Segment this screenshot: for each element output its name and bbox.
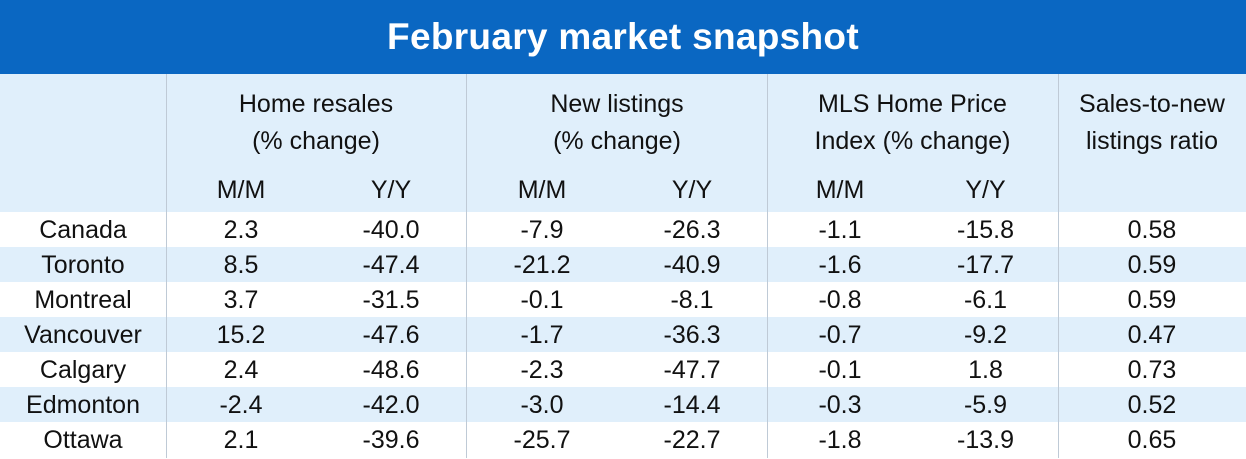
value-home-resales-mm: -2.4 (219, 391, 263, 419)
value-mls-hpi-yy: -9.2 (963, 321, 1008, 349)
group-title-line2: (% change) (553, 127, 681, 155)
value-sales-to-new-listings-ratio: 0.52 (1127, 391, 1177, 419)
value-mls-hpi-yy: -5.9 (963, 391, 1008, 419)
city-name: Calgary (39, 356, 127, 384)
value-home-resales-yy: -39.6 (362, 426, 420, 454)
group-title-sales-to-new-listings: Sales-to-new listings ratio (1058, 86, 1246, 160)
group-title-line2: Index (% change) (814, 127, 1011, 155)
table-row: Ottawa 2.1 -39.6 -25.7 -22.7 -1.8 -13.9 0.65 (0, 422, 1246, 457)
value-mls-hpi-mm: -0.7 (818, 321, 862, 349)
value-new-listings-yy: -40.9 (663, 251, 721, 279)
value-mls-hpi-mm: -1.6 (818, 251, 862, 279)
value-new-listings-yy: -26.3 (663, 216, 721, 244)
value-mls-hpi-yy: -13.9 (957, 426, 1014, 454)
value-new-listings-yy: -47.7 (663, 356, 721, 384)
value-home-resales-yy: -40.0 (362, 216, 420, 244)
value-sales-to-new-listings-ratio: 0.59 (1127, 286, 1177, 314)
value-new-listings-yy: -14.4 (663, 391, 721, 419)
value-home-resales-mm: 2.3 (223, 216, 259, 244)
subheader-new-listings-yy: Y/Y (671, 176, 713, 204)
table-title: February market snapshot (387, 16, 859, 57)
value-mls-hpi-yy: 1.8 (968, 356, 1003, 384)
value-home-resales-mm: 3.7 (223, 286, 259, 314)
table-row: Toronto 8.5 -47.4 -21.2 -40.9 -1.6 -17.7 0.59 (0, 247, 1246, 282)
value-new-listings-mm: -0.1 (520, 286, 564, 314)
value-home-resales-yy: -48.6 (362, 356, 420, 384)
value-new-listings-mm: -25.7 (513, 426, 571, 454)
value-home-resales-mm: 15.2 (216, 321, 266, 349)
value-home-resales-yy: -31.5 (362, 286, 420, 314)
value-new-listings-mm: -3.0 (520, 391, 564, 419)
column-divider (166, 74, 167, 458)
subheader-new-listings-mm: M/M (517, 176, 567, 204)
group-title-line1: MLS Home Price (818, 90, 1007, 118)
group-title-line1: New listings (550, 90, 684, 118)
group-title-line1: Sales-to-new (1079, 90, 1225, 118)
value-mls-hpi-yy: -15.8 (957, 216, 1014, 244)
subheader-home-resales-yy: Y/Y (370, 176, 412, 204)
value-new-listings-yy: -8.1 (670, 286, 714, 314)
value-home-resales-yy: -47.6 (362, 321, 420, 349)
value-sales-to-new-listings-ratio: 0.73 (1127, 356, 1177, 384)
city-name: Montreal (34, 286, 132, 314)
subheader-mls-hpi-mm: M/M (815, 176, 865, 204)
value-mls-hpi-mm: -1.8 (818, 426, 862, 454)
table-row: Canada 2.3 -40.0 -7.9 -26.3 -1.1 -15.8 0.58 (0, 212, 1246, 247)
value-mls-hpi-mm: -1.1 (818, 216, 862, 244)
column-divider (466, 74, 467, 458)
value-mls-hpi-mm: -0.3 (818, 391, 862, 419)
city-name: Ottawa (43, 426, 123, 454)
table-row: Vancouver 15.2 -47.6 -1.7 -36.3 -0.7 -9.2 0.47 (0, 317, 1246, 352)
value-sales-to-new-listings-ratio: 0.59 (1127, 251, 1177, 279)
value-mls-hpi-mm: -0.8 (818, 286, 862, 314)
value-home-resales-yy: -42.0 (362, 391, 420, 419)
value-home-resales-mm: 2.4 (223, 356, 259, 384)
table-row: Calgary 2.4 -48.6 -2.3 -47.7 -0.1 1.8 0.73 (0, 352, 1246, 387)
group-title-line1: Home resales (238, 90, 394, 118)
column-divider (767, 74, 768, 458)
subheader-home-resales-mm: M/M (216, 176, 266, 204)
table-row: Edmonton -2.4 -42.0 -3.0 -14.4 -0.3 -5.9 0.52 (0, 387, 1246, 422)
group-title-line2: listings ratio (1086, 127, 1218, 155)
value-sales-to-new-listings-ratio: 0.65 (1127, 426, 1177, 454)
value-new-listings-mm: -2.3 (520, 356, 564, 384)
group-title-line2: (% change) (252, 127, 380, 155)
group-title-mls-hpi: MLS Home Price Index (% change) (767, 86, 1058, 160)
value-new-listings-yy: -22.7 (663, 426, 721, 454)
group-title-home-resales: Home resales (% change) (166, 86, 466, 160)
city-name: Edmonton (26, 391, 140, 419)
value-mls-hpi-yy: -17.7 (957, 251, 1014, 279)
subheader-mls-hpi-yy: Y/Y (965, 176, 1006, 204)
value-new-listings-mm: -7.9 (520, 216, 564, 244)
table-row: Montreal 3.7 -31.5 -0.1 -8.1 -0.8 -6.1 0.59 (0, 282, 1246, 317)
value-home-resales-yy: -47.4 (362, 251, 420, 279)
value-new-listings-mm: -21.2 (513, 251, 571, 279)
value-new-listings-mm: -1.7 (520, 321, 564, 349)
column-header: Home resales (% change) New listings (% … (0, 74, 1246, 212)
value-new-listings-yy: -36.3 (663, 321, 721, 349)
value-mls-hpi-yy: -6.1 (963, 286, 1008, 314)
value-home-resales-mm: 8.5 (223, 251, 259, 279)
value-sales-to-new-listings-ratio: 0.47 (1127, 321, 1177, 349)
city-name: Toronto (41, 251, 125, 279)
value-mls-hpi-mm: -0.1 (818, 356, 862, 384)
city-name: Canada (39, 216, 127, 244)
column-divider (1058, 74, 1059, 458)
group-title-new-listings: New listings (% change) (467, 86, 767, 160)
value-home-resales-mm: 2.1 (223, 426, 259, 454)
title-banner: February market snapshot (0, 0, 1246, 74)
city-name: Vancouver (24, 321, 142, 349)
value-sales-to-new-listings-ratio: 0.58 (1127, 216, 1177, 244)
